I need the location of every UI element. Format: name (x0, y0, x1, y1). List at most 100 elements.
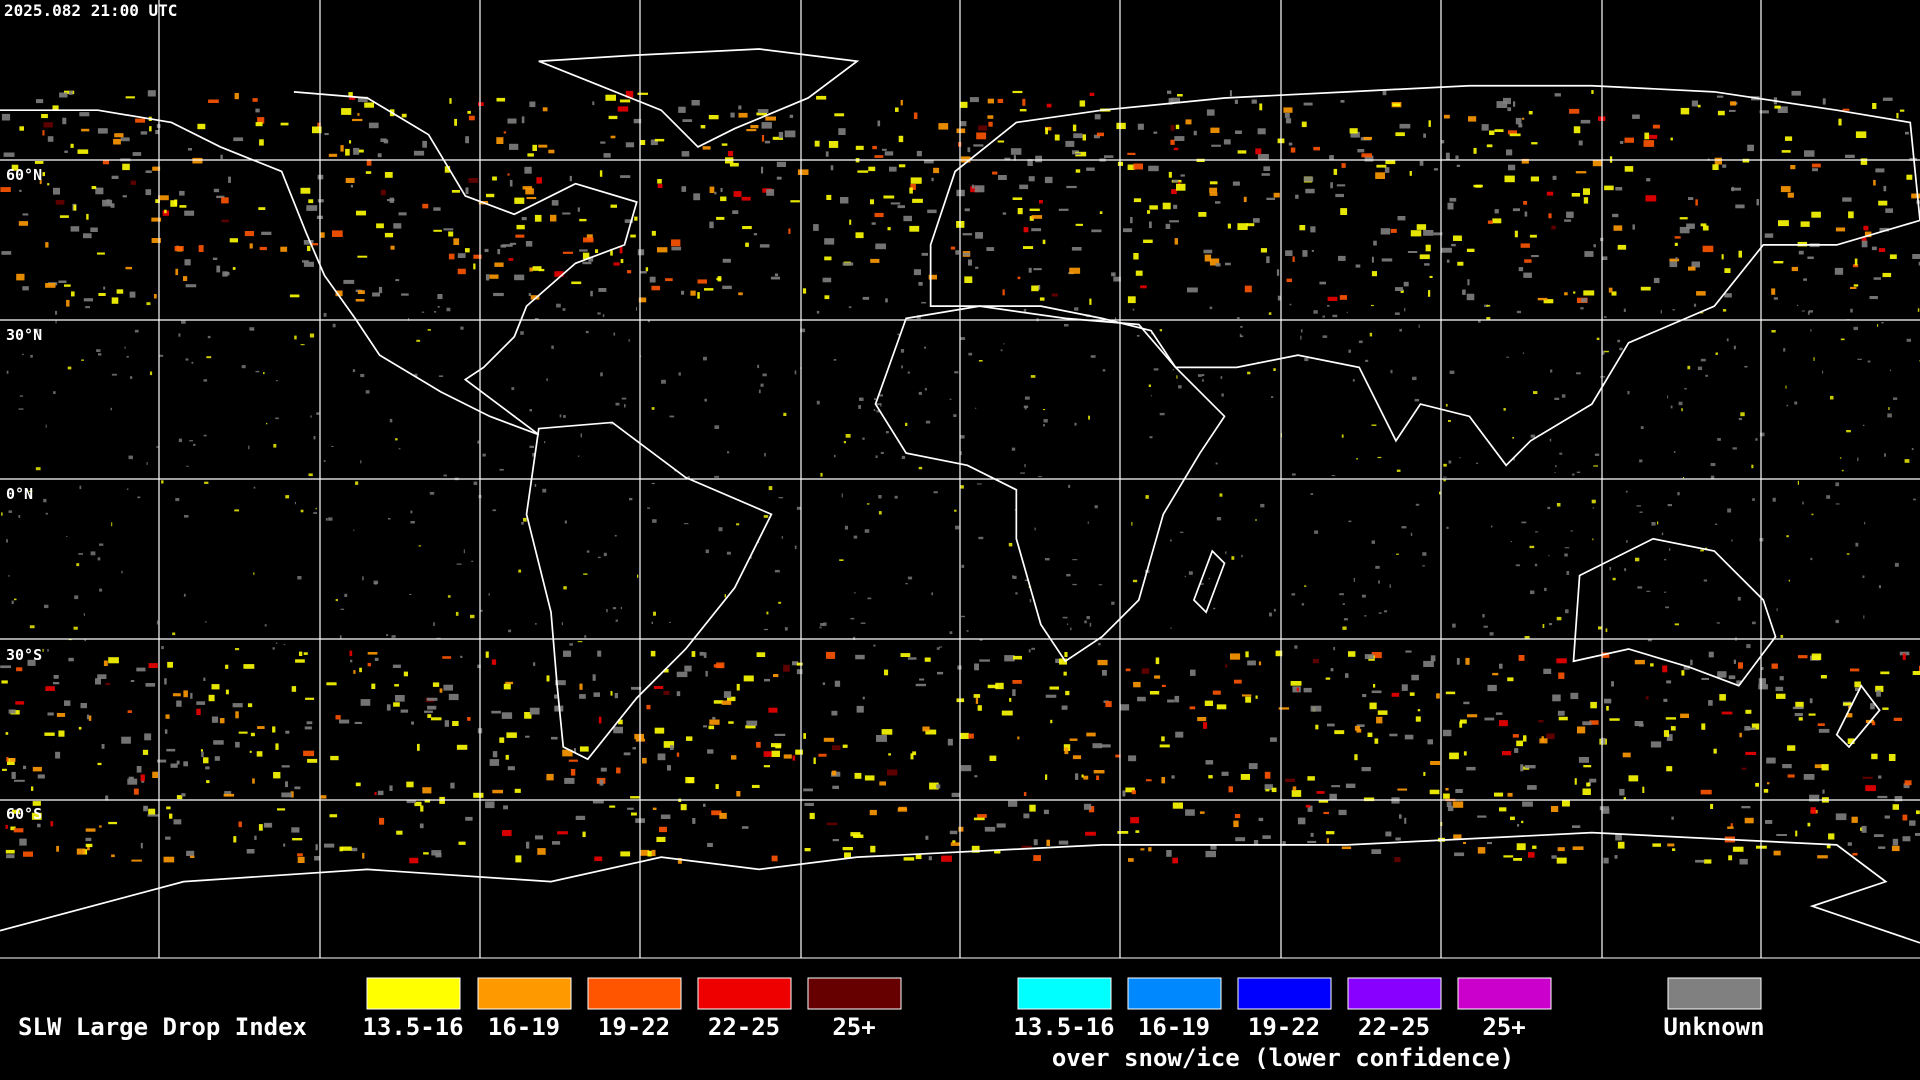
cloud-pixel (1733, 659, 1736, 664)
cloud-pixel (1878, 585, 1881, 589)
cloud-pixel (1301, 603, 1305, 606)
cloud-pixel (909, 187, 913, 194)
cloud-pixel (70, 143, 74, 148)
cloud-pixel (1529, 234, 1537, 238)
cloud-pixel (1133, 681, 1141, 688)
cloud-pixel (198, 245, 204, 252)
cloud-pixel (14, 598, 17, 601)
cloud-pixel (1773, 297, 1778, 300)
cloud-pixel (377, 153, 382, 158)
cloud-pixel (562, 251, 573, 254)
cloud-pixel (372, 292, 380, 297)
cloud-pixel (1259, 103, 1263, 111)
cloud-pixel (208, 99, 219, 103)
cloud-pixel (1356, 458, 1358, 460)
cloud-pixel (1067, 623, 1069, 625)
cloud-pixel (1810, 329, 1812, 332)
cloud-pixel (1556, 503, 1561, 507)
cloud-pixel (1878, 775, 1882, 779)
cloud-pixel (1672, 309, 1675, 311)
cloud-pixel (842, 262, 854, 266)
cloud-pixel (633, 118, 642, 124)
cloud-pixel (561, 622, 563, 626)
cloud-pixel (1554, 472, 1556, 474)
cloud-pixel (1031, 647, 1035, 650)
cloud-pixel (1738, 417, 1742, 421)
cloud-pixel (816, 400, 820, 405)
cloud-pixel (1675, 257, 1678, 260)
cloud-pixel (90, 551, 96, 556)
cloud-pixel (1345, 673, 1349, 678)
cloud-pixel (1697, 366, 1703, 371)
cloud-pixel (1046, 103, 1052, 108)
cloud-pixel (1783, 348, 1786, 352)
cloud-pixel (1384, 167, 1390, 173)
cloud-pixel (872, 145, 877, 150)
cloud-pixel (610, 691, 613, 696)
cloud-pixel (563, 650, 572, 657)
cloud-pixel (42, 648, 44, 652)
cloud-pixel (809, 812, 815, 820)
cloud-pixel (1645, 696, 1649, 700)
cloud-pixel (167, 661, 173, 668)
cloud-pixel (950, 842, 961, 846)
cloud-pixel (582, 831, 586, 838)
cloud-pixel (1889, 369, 1892, 372)
cloud-pixel (825, 151, 829, 157)
cloud-pixel (1045, 127, 1048, 135)
cloud-pixel (507, 173, 510, 176)
cloud-pixel (854, 772, 862, 779)
cloud-pixel (1521, 158, 1529, 164)
cloud-pixel (1071, 247, 1082, 251)
cloud-pixel (1045, 126, 1052, 131)
cloud-pixel (1029, 208, 1040, 211)
cloud-pixel (1325, 677, 1331, 680)
cloud-pixel (1543, 299, 1554, 304)
cloud-pixel (1873, 834, 1884, 837)
cloud-pixel (1884, 453, 1886, 457)
cloud-pixel (64, 284, 71, 287)
cloud-pixel (638, 297, 647, 303)
cloud-pixel (1891, 845, 1900, 852)
cloud-pixel (86, 714, 89, 720)
cloud-pixel (818, 753, 827, 757)
cloud-pixel (721, 700, 732, 705)
cloud-pixel (703, 725, 707, 728)
cloud-pixel (742, 226, 752, 230)
cloud-pixel (502, 830, 512, 837)
cloud-pixel (1128, 755, 1137, 762)
cloud-pixel (579, 746, 589, 752)
cloud-pixel (869, 809, 877, 816)
cloud-pixel (1331, 475, 1336, 477)
cloud-pixel (1039, 297, 1045, 301)
cloud-pixel (1002, 212, 1007, 215)
cloud-pixel (422, 787, 432, 794)
cloud-pixel (170, 200, 178, 207)
cloud-pixel (1745, 751, 1757, 755)
cloud-pixel (657, 247, 668, 253)
cloud-pixel (152, 166, 161, 171)
cloud-pixel (1240, 774, 1250, 780)
cloud-pixel (1892, 838, 1899, 846)
cloud-pixel (898, 806, 907, 811)
cloud-pixel (1009, 698, 1012, 702)
cloud-pixel (960, 732, 969, 739)
antarctica (0, 831, 1920, 944)
cloud-pixel (788, 228, 791, 234)
cloud-pixel (757, 109, 769, 113)
cloud-pixel (1736, 680, 1742, 685)
cloud-pixel (1318, 800, 1329, 803)
cloud-pixel (1532, 845, 1537, 849)
cloud-pixel (534, 484, 537, 487)
cloud-pixel (960, 765, 972, 772)
cloud-pixel (630, 234, 636, 238)
cloud-pixel (745, 725, 756, 729)
cloud-pixel (979, 639, 983, 641)
cloud-pixel (1727, 508, 1732, 513)
cloud-pixel (1646, 590, 1651, 592)
cloud-pixel (1371, 256, 1374, 263)
cloud-pixel (1312, 658, 1319, 664)
cloud-pixel (968, 259, 972, 266)
cloud-pixel (959, 101, 968, 108)
cloud-pixel (895, 107, 899, 112)
